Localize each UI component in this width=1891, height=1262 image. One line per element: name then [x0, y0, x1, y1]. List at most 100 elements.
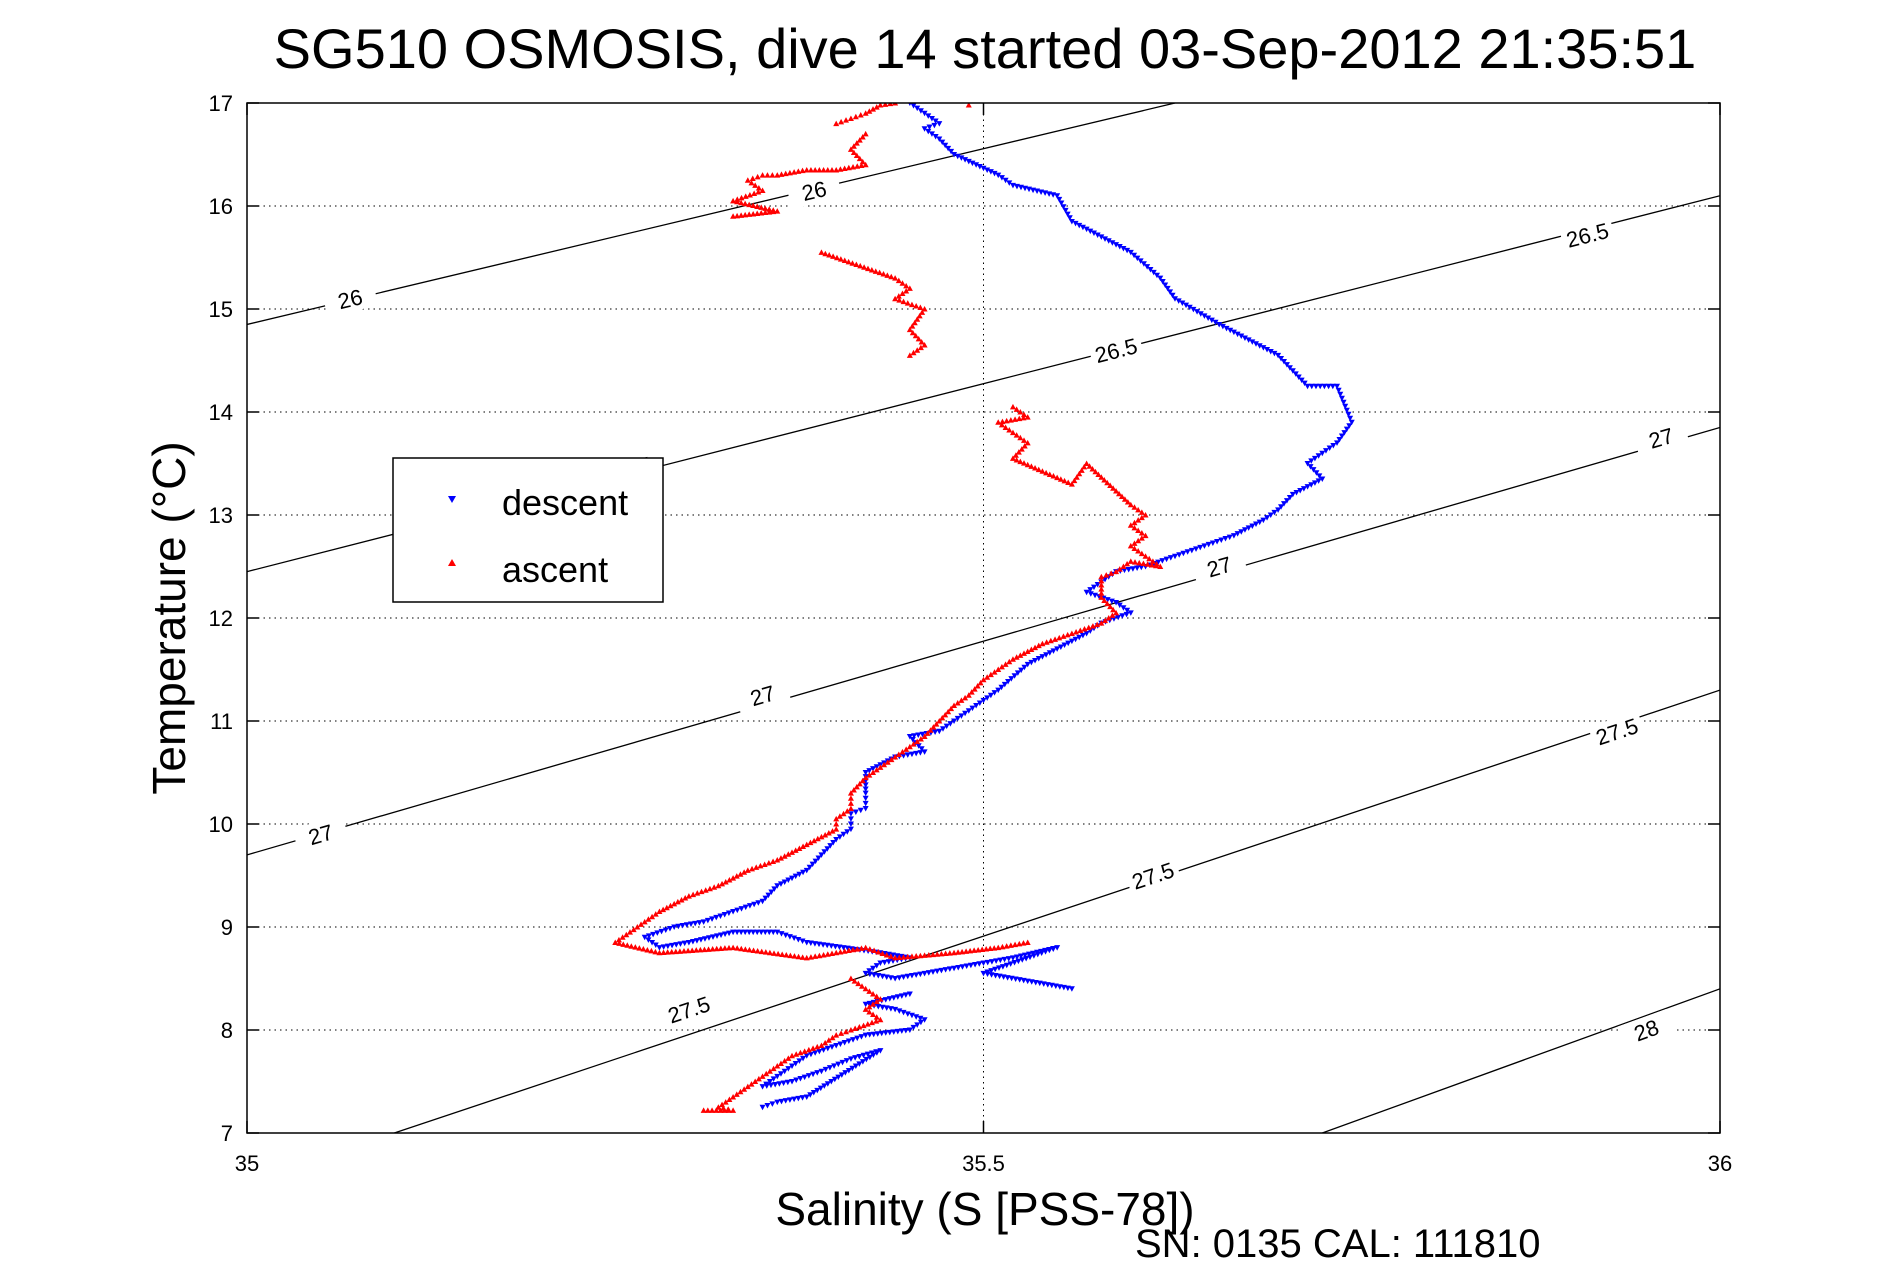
- ascent-point: [741, 1086, 748, 1092]
- ascent-point: [866, 108, 873, 114]
- descent-point: [856, 1053, 863, 1060]
- ascent-point: [914, 316, 921, 322]
- ascent-point: [717, 1107, 724, 1113]
- descent-point: [791, 935, 798, 942]
- ascent-point: [858, 983, 865, 989]
- descent-point: [734, 907, 741, 914]
- descent-point: [1054, 646, 1061, 652]
- ascent-point: [833, 949, 840, 956]
- descent-point: [1230, 329, 1237, 336]
- ascent-point: [730, 944, 737, 951]
- descent-point: [1171, 296, 1178, 302]
- ascent-point: [999, 943, 1006, 950]
- descent-point: [1184, 549, 1191, 555]
- descent-point: [831, 1063, 838, 1069]
- ascent-point: [995, 419, 1002, 425]
- ascent-point: [766, 209, 773, 215]
- descent-point: [932, 133, 939, 140]
- ascent-point: [987, 945, 994, 952]
- ascent-point: [1021, 411, 1028, 418]
- grid: [247, 103, 1720, 1133]
- descent-point: [862, 790, 869, 797]
- ascent-point: [857, 262, 864, 269]
- isopycnal-26: [247, 103, 1176, 326]
- descent-point: [771, 886, 778, 892]
- descent-point: [844, 829, 851, 835]
- ascent-point: [721, 945, 728, 951]
- descent-point: [818, 1068, 825, 1075]
- ascent-point: [866, 946, 873, 952]
- descent-point: [1138, 564, 1145, 571]
- ascent-point: [682, 895, 689, 901]
- ascent-point: [1127, 501, 1134, 508]
- descent-point: [1316, 473, 1323, 479]
- ascent-point: [770, 858, 777, 865]
- descent-point: [1155, 559, 1162, 566]
- ascent-point: [789, 849, 796, 855]
- ascent-point: [906, 743, 913, 750]
- descent-point: [669, 942, 676, 949]
- descent-point: [1338, 395, 1345, 402]
- descent-point: [824, 1045, 831, 1052]
- ascent-point: [641, 918, 648, 925]
- ascent-point: [899, 290, 906, 297]
- descent-point: [1260, 345, 1267, 351]
- descent-point: [815, 855, 822, 861]
- descent-point: [782, 932, 789, 939]
- descent-point: [835, 1061, 842, 1068]
- descent-point: [1087, 591, 1094, 597]
- descent-point: [1334, 383, 1341, 390]
- ascent-point: [847, 795, 854, 801]
- ascent-point: [1116, 566, 1123, 572]
- ascent-point: [1098, 586, 1105, 592]
- ascent-point: [859, 777, 866, 784]
- descent-point: [1267, 512, 1274, 518]
- descent-point: [976, 164, 983, 170]
- contour-label-bg: [733, 675, 792, 715]
- y-tick-label: 17: [209, 91, 233, 116]
- ascent-point: [755, 184, 762, 191]
- descent-point: [973, 703, 980, 709]
- descent-point: [1079, 632, 1086, 639]
- descent-point: [939, 139, 946, 146]
- descent-point: [883, 1005, 890, 1011]
- descent-point: [1113, 600, 1120, 606]
- ascent-point: [644, 946, 651, 953]
- descent-point: [1256, 519, 1263, 526]
- descent-point: [814, 1070, 821, 1076]
- ascent-point: [748, 179, 755, 186]
- descent-point: [1286, 365, 1293, 371]
- ascent-point: [850, 143, 857, 149]
- descent-point: [847, 1056, 854, 1062]
- descent-point: [1167, 289, 1174, 295]
- descent-point: [998, 684, 1005, 691]
- ascent-point: [742, 211, 749, 218]
- descent-point: [1035, 656, 1042, 662]
- descent-point: [766, 929, 773, 936]
- ascent-point: [845, 258, 852, 265]
- ascent-point: [856, 155, 863, 162]
- ascent-point: [955, 949, 962, 955]
- descent-point: [704, 917, 711, 924]
- descent-point: [688, 921, 695, 928]
- ascent-point: [908, 301, 915, 308]
- ascent-point: [638, 921, 645, 927]
- descent-point: [1018, 667, 1025, 674]
- descent-point: [879, 973, 886, 980]
- descent-point: [1329, 383, 1336, 390]
- descent-point: [1058, 200, 1065, 207]
- descent-point: [917, 108, 924, 114]
- ascent-point: [810, 1045, 817, 1051]
- descent-point: [1300, 486, 1307, 492]
- ascent-point: [833, 821, 840, 827]
- descent-point: [958, 155, 965, 161]
- ascent-point: [1043, 469, 1050, 476]
- descent-point: [774, 929, 781, 936]
- ascent-point: [1024, 439, 1031, 446]
- ascent-point: [645, 916, 652, 922]
- descent-point: [759, 898, 766, 905]
- descent-point: [847, 821, 854, 827]
- descent-point: [852, 809, 859, 815]
- ascent-point: [829, 1034, 836, 1041]
- ascent-point: [829, 828, 836, 834]
